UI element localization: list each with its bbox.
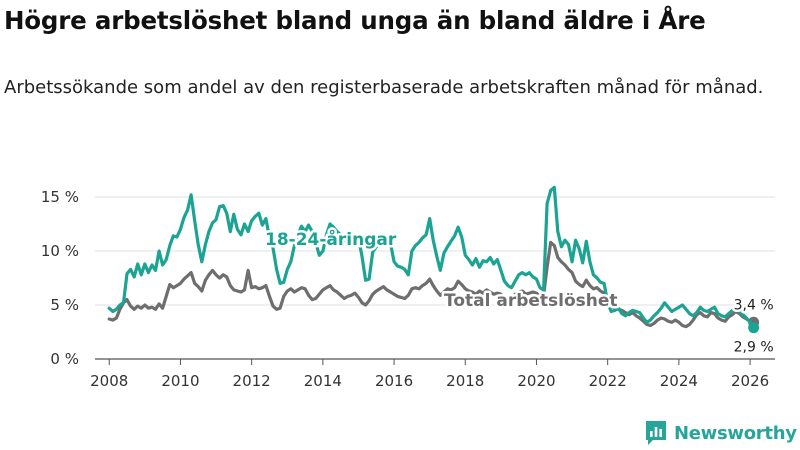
axes: 0 % 5 % 10 % 15 % 2008 2010 2012 2014 2016 2018 20… — [41, 188, 775, 390]
y-tick-label: 0 % — [50, 350, 79, 368]
series-lines — [107, 185, 760, 334]
y-tick-label: 10 % — [41, 242, 79, 260]
x-tick-label: 2010 — [161, 372, 199, 390]
total-end-label: 3,4 % — [734, 297, 774, 313]
x-tick-label: 2026 — [731, 372, 769, 390]
x-tick-label: 2022 — [589, 372, 627, 390]
y-tick-label: 5 % — [50, 296, 79, 314]
x-tick-label: 2012 — [233, 372, 271, 390]
newsworthy-logo: Newsworthy — [645, 420, 797, 446]
youth-end-label-halo: 2,9 % — [734, 340, 774, 356]
x-tick-label: 2020 — [517, 372, 555, 390]
newsworthy-logo-text: Newsworthy — [674, 422, 797, 444]
chart-subtitle: Arbetssökande som andel av den registerb… — [4, 77, 764, 98]
total-end-label-halo: 3,4 % — [734, 297, 774, 313]
x-tick-label: 2014 — [304, 372, 342, 390]
youth-series-label: 18-24-åringar — [265, 228, 397, 250]
x-tick-label: 2024 — [660, 372, 698, 390]
youth-series-line — [107, 185, 756, 330]
x-tick-label: 2008 — [90, 372, 128, 390]
x-tick-label: 2016 — [375, 372, 413, 390]
x-tick-label: 2018 — [446, 372, 484, 390]
total-series-label-halo: Total arbetslöshet — [444, 291, 618, 311]
chart-title: Högre arbetslöshet bland unga än bland ä… — [4, 6, 706, 35]
y-tick-label: 15 % — [41, 188, 79, 206]
youth-end-point — [748, 322, 760, 334]
total-series-label: Total arbetslöshet — [444, 291, 618, 311]
youth-series-label-halo: 18-24-åringar — [265, 228, 397, 250]
total-series-line — [107, 240, 756, 329]
youth-end-label: 2,9 % — [734, 340, 774, 356]
newsworthy-logo-icon — [646, 421, 666, 445]
